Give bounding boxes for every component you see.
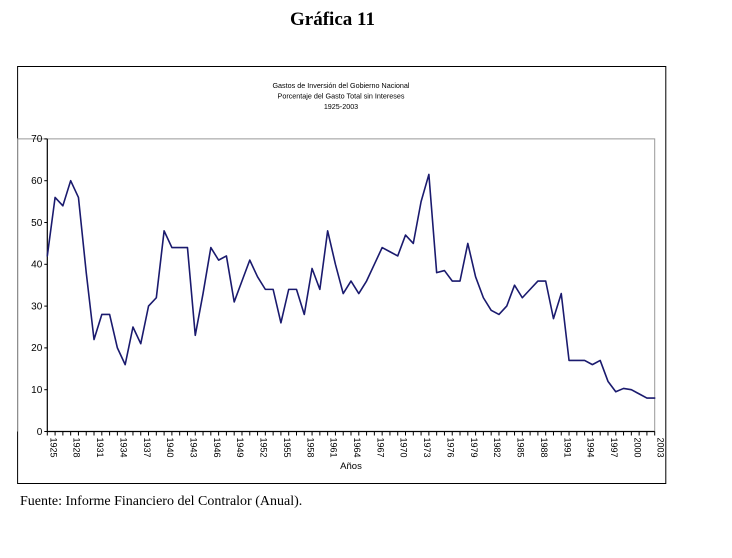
svg-text:2000: 2000 — [632, 438, 642, 458]
svg-text:60: 60 — [31, 176, 43, 187]
svg-text:1940: 1940 — [165, 438, 175, 458]
svg-text:1925: 1925 — [48, 438, 58, 458]
svg-text:1934: 1934 — [118, 438, 128, 458]
svg-text:Años: Años — [340, 461, 362, 472]
svg-text:30: 30 — [31, 301, 43, 312]
svg-text:1943: 1943 — [188, 438, 198, 458]
svg-text:1991: 1991 — [562, 438, 572, 458]
svg-text:1988: 1988 — [539, 438, 549, 458]
svg-text:1994: 1994 — [586, 438, 596, 458]
svg-text:1976: 1976 — [445, 438, 455, 458]
svg-text:1982: 1982 — [492, 438, 502, 458]
svg-text:1997: 1997 — [609, 438, 619, 458]
svg-text:1937: 1937 — [142, 438, 152, 458]
svg-text:1973: 1973 — [422, 438, 432, 458]
svg-text:20: 20 — [31, 343, 43, 354]
svg-text:1931: 1931 — [95, 438, 105, 458]
svg-text:1925-2003: 1925-2003 — [324, 102, 358, 111]
svg-text:1970: 1970 — [399, 438, 409, 458]
svg-text:50: 50 — [31, 218, 43, 229]
svg-text:2003: 2003 — [656, 438, 666, 458]
svg-text:1967: 1967 — [375, 438, 385, 458]
svg-text:1979: 1979 — [469, 438, 479, 458]
svg-text:0: 0 — [37, 427, 43, 438]
svg-text:1958: 1958 — [305, 438, 315, 458]
svg-text:1946: 1946 — [212, 438, 222, 458]
svg-text:1949: 1949 — [235, 438, 245, 458]
svg-text:40: 40 — [31, 260, 43, 271]
svg-text:1964: 1964 — [352, 438, 362, 458]
svg-text:70: 70 — [31, 134, 43, 145]
svg-text:Gastos de Inversión del Gobier: Gastos de Inversión del Gobierno Naciona… — [272, 81, 409, 90]
svg-text:1928: 1928 — [72, 438, 82, 458]
svg-text:1955: 1955 — [282, 438, 292, 458]
svg-text:1985: 1985 — [516, 438, 526, 458]
svg-text:Porcentaje del Gasto Total sin: Porcentaje del Gasto Total sin Intereses — [278, 92, 405, 101]
svg-text:1961: 1961 — [329, 438, 339, 458]
svg-text:1952: 1952 — [259, 438, 269, 458]
svg-text:10: 10 — [31, 385, 43, 396]
